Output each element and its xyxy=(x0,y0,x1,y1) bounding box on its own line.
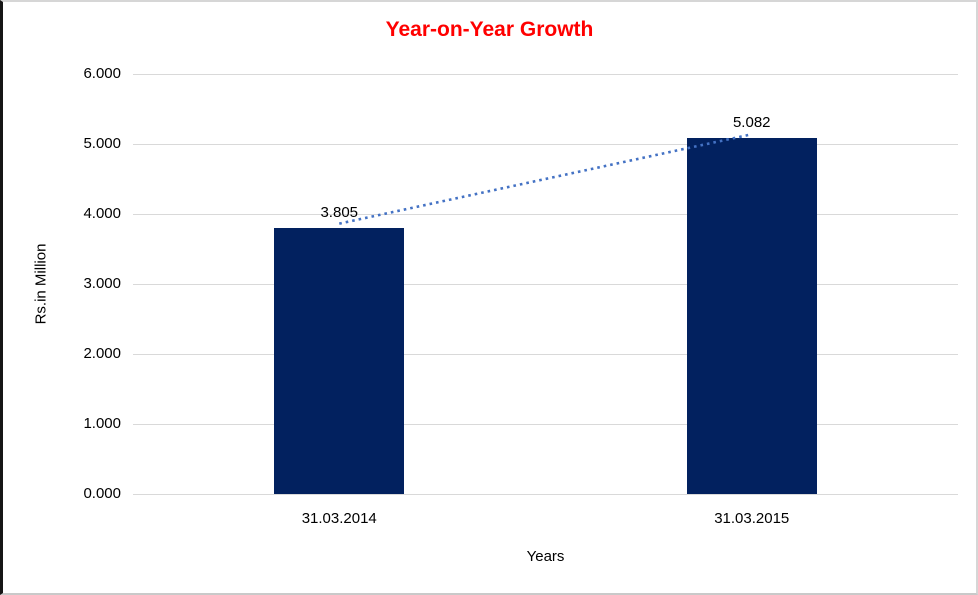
gridline xyxy=(133,73,958,75)
gridline xyxy=(133,283,958,285)
trendline xyxy=(338,132,753,225)
chart-title: Year-on-Year Growth xyxy=(385,18,594,41)
gridline xyxy=(133,423,958,425)
y-tick-label: 3.000 xyxy=(83,275,121,292)
x-tick-label: 31.03.2014 xyxy=(301,510,377,527)
y-tick-label: 5.000 xyxy=(83,135,121,152)
y-tick-label: 1.000 xyxy=(83,415,121,432)
gridline xyxy=(133,213,958,215)
x-axis-title: Years xyxy=(526,548,565,565)
plot-area: 3.805 5.082 xyxy=(133,73,958,495)
bar-value-label: 3.805 xyxy=(320,203,359,221)
y-tick-label: 6.000 xyxy=(83,65,121,82)
bar-31.03.2015 xyxy=(686,138,817,494)
bar-31.03.2014 xyxy=(274,227,405,494)
gridline xyxy=(133,143,958,145)
gridline xyxy=(133,353,958,355)
gridline xyxy=(133,493,958,495)
y-tick-label: 2.000 xyxy=(83,345,121,362)
y-tick-label: 0.000 xyxy=(83,485,121,502)
y-tick-label: 4.000 xyxy=(83,205,121,222)
x-tick-label: 31.03.2015 xyxy=(714,510,790,527)
bar-value-label: 5.082 xyxy=(732,114,771,132)
